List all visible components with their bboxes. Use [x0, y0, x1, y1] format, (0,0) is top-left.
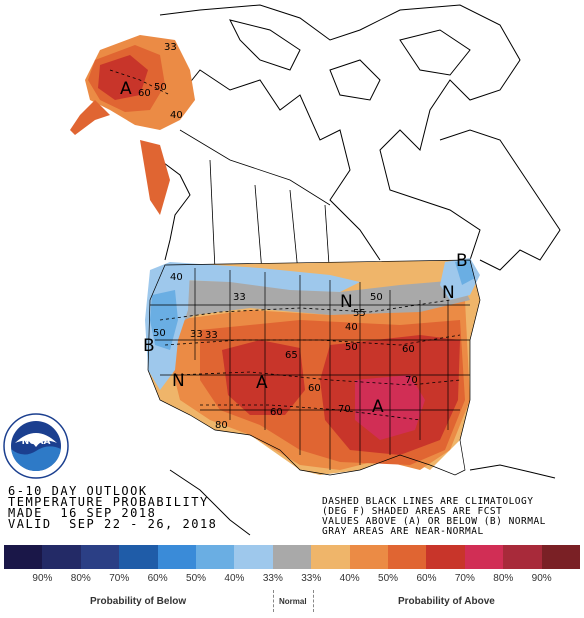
contour-label: 50: [370, 292, 383, 303]
contour-label: 60: [270, 407, 283, 418]
legend-swatch: [272, 545, 312, 569]
legend-swatch: [388, 545, 427, 569]
contour-label: 70: [338, 404, 351, 415]
contour-label: 70: [405, 375, 418, 386]
contour-label: 50: [345, 342, 358, 353]
above-letter: A: [120, 79, 132, 99]
legend-notes: DASHED BLACK LINES ARE CLIMATOLOGY (DEG F…: [322, 497, 546, 537]
legend-swatch: [349, 545, 389, 569]
conus-shading: [145, 258, 480, 475]
contour-label: 60: [308, 383, 321, 394]
legend-label: 40%: [224, 573, 245, 584]
normal-letter: N: [442, 283, 455, 303]
contour-label: 33: [164, 42, 177, 53]
legend-swatch: [4, 545, 43, 569]
legend-label: 33%: [301, 573, 322, 584]
contour-label: 40: [170, 110, 183, 121]
below-letter: B: [143, 336, 155, 356]
noaa-logo-icon: NOAA: [3, 413, 69, 479]
land-outlines: [159, 4, 561, 536]
legend-swatch: [503, 545, 542, 569]
normal-separator-right: [313, 590, 314, 612]
note-line: (DEG F) SHADED AREAS ARE FCST: [322, 506, 503, 517]
normal-caption: Normal: [279, 597, 307, 606]
legend-label: 50%: [186, 573, 207, 584]
contour-label: 60: [402, 344, 415, 355]
outlook-map: 33 50 40 60 33 50 40 33 33 50 40 50 60 6…: [70, 4, 561, 536]
above-caption: Probability of Above: [398, 596, 495, 607]
legend-label: 70%: [109, 573, 130, 584]
legend-label: 90%: [531, 573, 552, 584]
below-caption: Probability of Below: [90, 596, 187, 607]
legend-label: 90%: [32, 573, 53, 584]
legend-swatch: [42, 545, 81, 569]
legend-label: 80%: [493, 573, 514, 584]
probability-color-bar: [4, 545, 581, 569]
contour-label: 33: [205, 330, 218, 341]
legend-swatch: [80, 545, 120, 569]
normal-letter: N: [340, 292, 353, 312]
legend-label: 70%: [454, 573, 475, 584]
contour-label: 55: [353, 308, 366, 319]
legend-swatch: [234, 545, 273, 569]
contour-labels: 33 50 40 60 33 50 40 33 33 50 40 50 60 6…: [138, 42, 418, 431]
contour-label: 60: [138, 88, 151, 99]
region-letters: A A A B B N N N: [120, 79, 468, 417]
normal-separator-left: [273, 590, 274, 612]
normal-letter: N: [172, 371, 185, 391]
contour-label: 33: [190, 329, 203, 340]
note-line: DASHED BLACK LINES ARE CLIMATOLOGY: [322, 496, 534, 507]
contour-label: 40: [345, 322, 358, 333]
outlook-title: 6-10 DAY OUTLOOK TEMPERATURE PROBABILITY M…: [8, 484, 218, 531]
legend-label: 60%: [147, 573, 168, 584]
conus-borders: [147, 259, 481, 476]
climatology-contours: [109, 69, 461, 421]
contour-label: 33: [233, 292, 246, 303]
above-letter: A: [372, 397, 384, 417]
legend-label: 50%: [378, 573, 399, 584]
title-line: 6-10 DAY OUTLOOK: [8, 484, 148, 498]
legend-swatch: [311, 545, 350, 569]
below-letter: B: [456, 251, 468, 271]
contour-label: 40: [170, 272, 183, 283]
contour-label: 80: [215, 420, 228, 431]
probability-labels: 90% 80% 70% 60% 50% 40% 33% 33% 40% 50% …: [4, 573, 580, 587]
province-lines: [179, 129, 331, 281]
legend-swatch: [426, 545, 465, 569]
legend-swatch: [157, 545, 197, 569]
contour-label: 65: [285, 350, 298, 361]
note-line: GRAY AREAS ARE NEAR-NORMAL: [322, 526, 484, 537]
legend-swatch: [464, 545, 504, 569]
legend-label: 40%: [339, 573, 360, 584]
title-line: TEMPERATURE PROBABILITY: [8, 495, 209, 509]
legend-swatch: [541, 545, 581, 569]
noaa-logo-text: NOAA: [22, 437, 51, 447]
legend-label: 60%: [416, 573, 437, 584]
legend-label: 80%: [70, 573, 91, 584]
note-line: VALUES ABOVE (A) OR BELOW (B) NORMAL: [322, 516, 546, 527]
legend-swatch: [196, 545, 235, 569]
contour-label: 50: [154, 82, 167, 93]
above-letter: A: [256, 373, 268, 393]
alaska-region: [70, 35, 195, 215]
legend-label: 33%: [262, 573, 283, 584]
title-line: VALID SEP 22 - 26, 2018: [8, 517, 218, 531]
contour-label: 50: [153, 328, 166, 339]
title-line: MADE 16 SEP 2018: [8, 506, 157, 520]
legend-swatch: [119, 545, 158, 569]
